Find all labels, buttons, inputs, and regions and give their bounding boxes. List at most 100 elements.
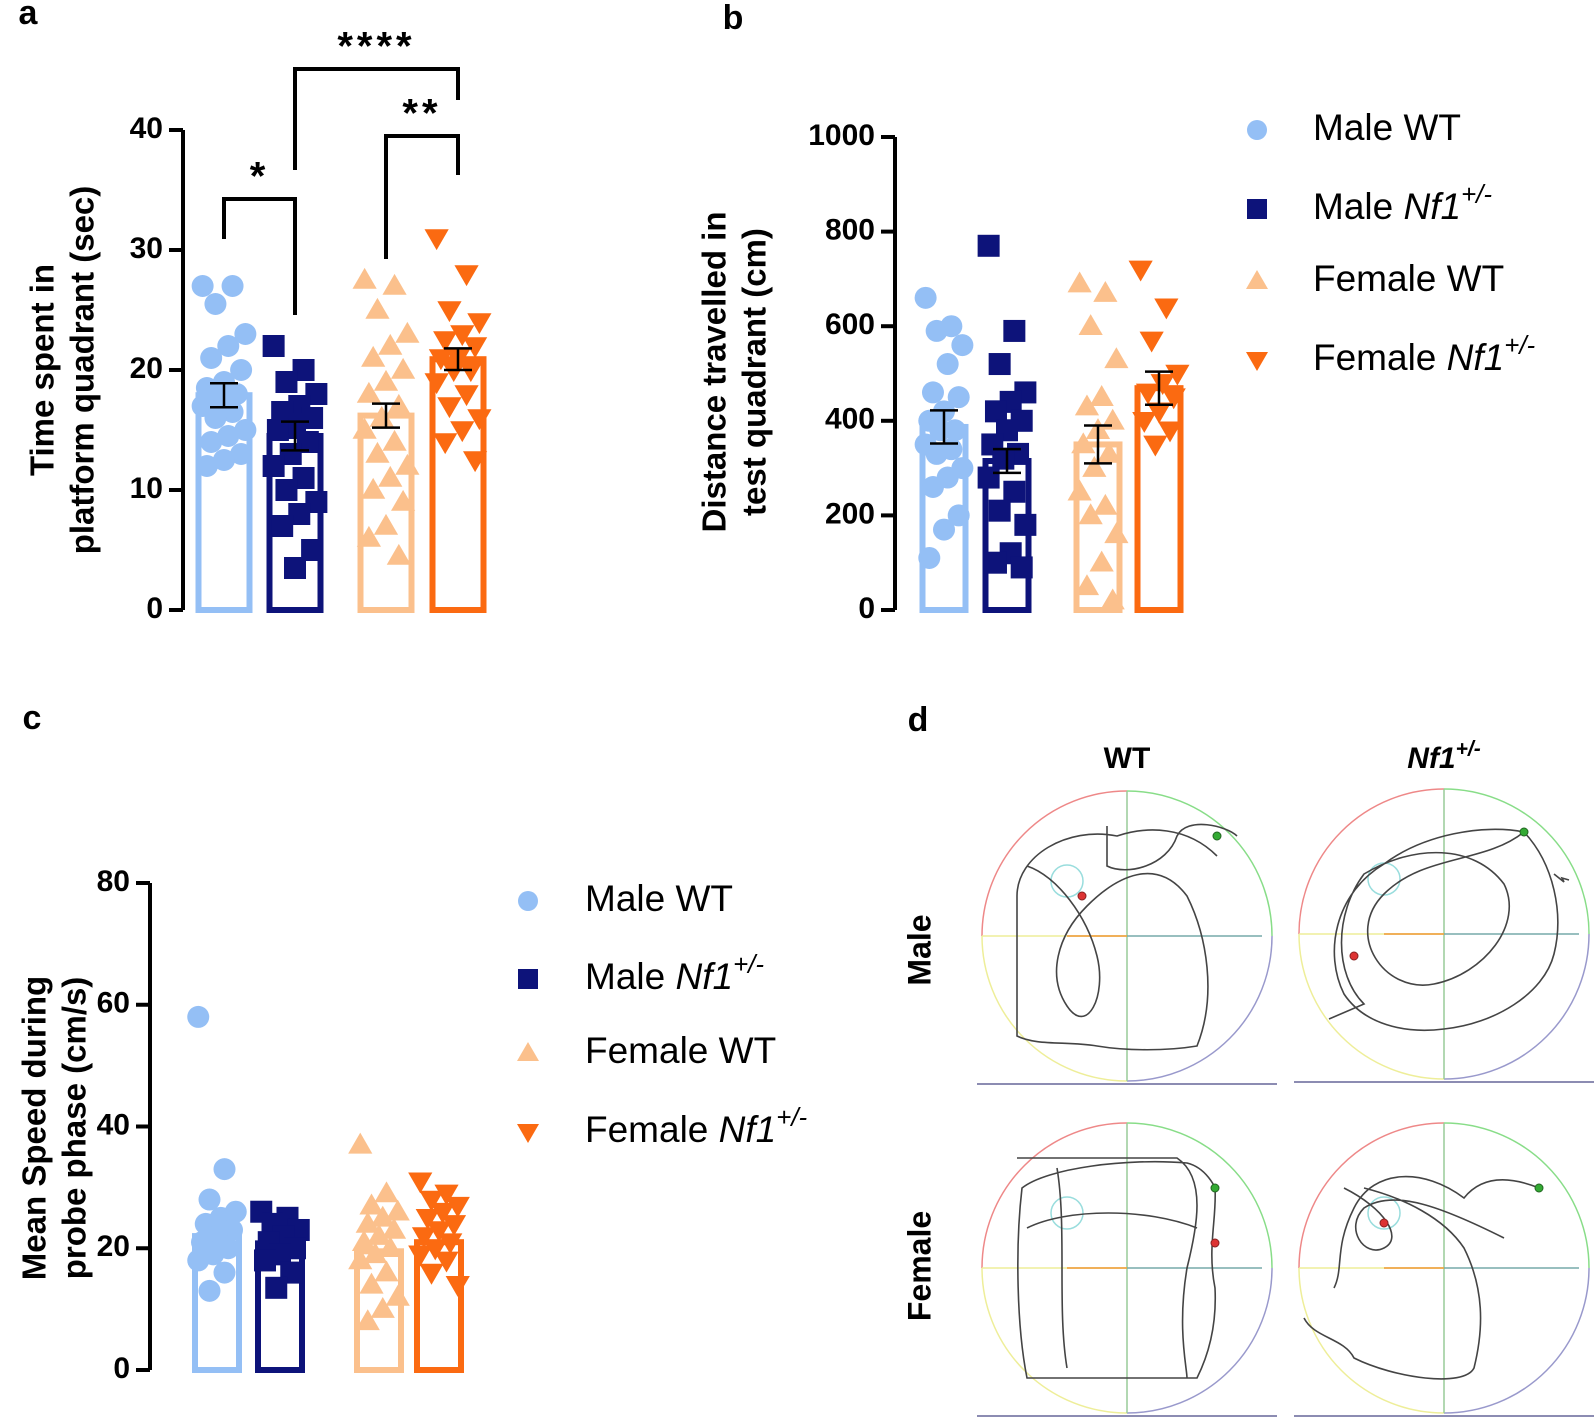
data-point: [428, 349, 453, 371]
data-point: [1093, 280, 1118, 302]
data-point: [467, 409, 492, 431]
data-point: [929, 419, 952, 442]
data-point: [441, 361, 466, 383]
data-point: [450, 421, 475, 443]
data-point: [195, 455, 218, 477]
legend-marker: [517, 1042, 539, 1061]
data-point: [988, 499, 1011, 522]
chart: b Distance travelled in test quadrant (cm)…: [696, 0, 1536, 625]
data-point: [391, 357, 416, 379]
data-point: [305, 491, 328, 513]
column-label: Nf1+/-: [1407, 737, 1480, 775]
error-bar: [372, 402, 400, 429]
legend-marker: [518, 969, 538, 989]
data-point: [1128, 260, 1153, 282]
data-point: [426, 1221, 452, 1243]
data-point: [423, 1239, 448, 1261]
legend-label: Male WT: [1313, 107, 1461, 148]
significance-label: ****: [337, 25, 415, 69]
data-point: [424, 229, 449, 251]
y-tick-label: 1000: [808, 119, 875, 152]
data-point: [1003, 480, 1026, 503]
data-point: [441, 1215, 467, 1236]
data-point: [925, 319, 948, 342]
legend-marker: [1246, 352, 1268, 371]
data-point: [1154, 298, 1179, 320]
data-point: [296, 431, 319, 453]
data-point: [213, 1158, 236, 1181]
y-tick-label: 20: [130, 352, 163, 385]
data-point: [411, 1227, 437, 1249]
chart: a Time spent in platform quadrant (sec) 0 10…: [19, 0, 492, 625]
data-point: [438, 1233, 463, 1255]
data-point: [437, 397, 462, 419]
data-point: [369, 405, 394, 427]
data-point: [370, 1205, 395, 1227]
y-axis-label: test quadrant (cm): [736, 228, 773, 516]
data-point: [365, 441, 390, 463]
data-point: [1082, 456, 1107, 477]
data-point: [187, 1249, 210, 1272]
data-point: [352, 417, 377, 439]
data-point: [445, 1196, 470, 1218]
panel-label: b: [723, 0, 744, 37]
legend-marker: [1247, 199, 1267, 219]
data-point: [395, 453, 420, 475]
bar: [429, 356, 487, 614]
data-point: [361, 345, 386, 367]
y-tick-label: 800: [825, 214, 875, 247]
significance-label: *: [250, 155, 270, 199]
significance-bracket: [293, 67, 460, 170]
data-point: [225, 383, 248, 405]
data-point: [356, 525, 381, 547]
data-point: [1014, 513, 1037, 536]
data-point: [301, 539, 324, 561]
data-point: [305, 383, 328, 405]
data-point: [292, 467, 315, 489]
significance-bracket: [384, 134, 460, 259]
data-point: [947, 386, 970, 409]
column-label: WT: [1104, 742, 1151, 775]
data-point: [374, 1181, 399, 1203]
data-point: [284, 557, 306, 579]
data-point: [378, 333, 403, 355]
y-tick-label: 10: [130, 472, 163, 505]
significance-label: **: [402, 92, 441, 136]
data-point: [204, 407, 227, 429]
data-point: [430, 1202, 455, 1224]
data-point: [1150, 374, 1175, 396]
data-point: [988, 353, 1011, 376]
data-point: [936, 353, 959, 376]
panel-label: a: [19, 0, 39, 32]
row-label: Female: [901, 1211, 937, 1321]
data-point: [437, 301, 462, 323]
data-point: [348, 1248, 373, 1270]
data-point: [1161, 388, 1186, 410]
data-point: [1146, 402, 1172, 424]
data-point: [385, 1199, 410, 1221]
data-point: [415, 1209, 440, 1230]
data-point: [200, 431, 223, 453]
data-point: [301, 407, 324, 429]
data-point: [458, 361, 483, 383]
data-point: [992, 447, 1015, 470]
data-point: [921, 381, 944, 404]
data-point: [419, 1190, 444, 1212]
chart: c Mean Speed during probe phase (cm/s) 0 20 4…: [16, 699, 808, 1385]
data-point: [373, 369, 399, 391]
data-point: [933, 518, 955, 541]
y-tick-label: 40: [97, 1108, 130, 1141]
data-point: [1139, 331, 1164, 353]
legend-marker: [517, 1124, 539, 1143]
data-point: [1089, 385, 1114, 406]
bar: [414, 1239, 464, 1373]
data-point: [265, 1276, 288, 1299]
bar: [1073, 441, 1123, 614]
data-point: [363, 1242, 388, 1264]
data-point: [198, 1188, 221, 1211]
data-point: [217, 335, 240, 357]
y-tick-label: 40: [130, 112, 163, 145]
y-axis-label: Mean Speed during: [16, 976, 53, 1280]
y-axis-label: probe phase (cm/s): [56, 977, 93, 1280]
